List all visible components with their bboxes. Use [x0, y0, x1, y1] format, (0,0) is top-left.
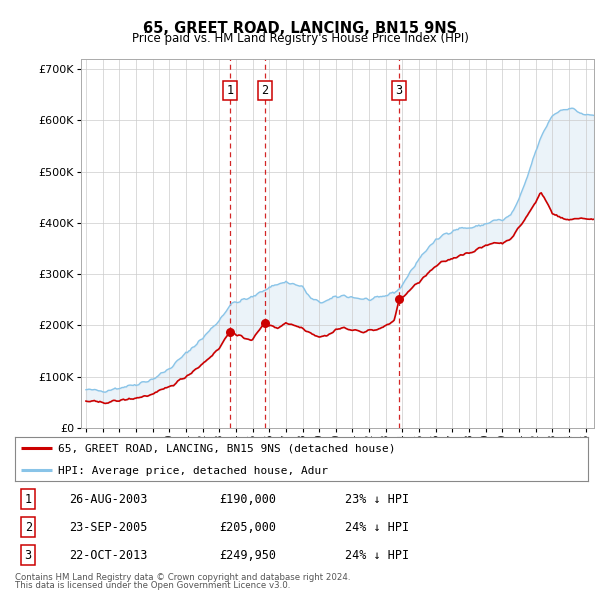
Text: 24% ↓ HPI: 24% ↓ HPI [345, 549, 409, 562]
Text: 22-OCT-2013: 22-OCT-2013 [69, 549, 148, 562]
Text: 23% ↓ HPI: 23% ↓ HPI [345, 493, 409, 506]
Text: 1: 1 [25, 493, 32, 506]
Text: 23-SEP-2005: 23-SEP-2005 [69, 520, 148, 534]
Text: Contains HM Land Registry data © Crown copyright and database right 2024.: Contains HM Land Registry data © Crown c… [15, 572, 350, 582]
Text: 2: 2 [261, 84, 268, 97]
Text: 26-AUG-2003: 26-AUG-2003 [69, 493, 148, 506]
Text: £249,950: £249,950 [219, 549, 276, 562]
Text: This data is licensed under the Open Government Licence v3.0.: This data is licensed under the Open Gov… [15, 581, 290, 590]
Text: Price paid vs. HM Land Registry's House Price Index (HPI): Price paid vs. HM Land Registry's House … [131, 32, 469, 45]
Text: £190,000: £190,000 [219, 493, 276, 506]
Text: 3: 3 [395, 84, 403, 97]
Text: 2: 2 [25, 520, 32, 534]
Text: HPI: Average price, detached house, Adur: HPI: Average price, detached house, Adur [58, 466, 328, 476]
Text: 1: 1 [227, 84, 233, 97]
Text: £205,000: £205,000 [219, 520, 276, 534]
Text: 24% ↓ HPI: 24% ↓ HPI [345, 520, 409, 534]
Text: 3: 3 [25, 549, 32, 562]
Text: 65, GREET ROAD, LANCING, BN15 9NS (detached house): 65, GREET ROAD, LANCING, BN15 9NS (detac… [58, 444, 395, 454]
Text: 65, GREET ROAD, LANCING, BN15 9NS: 65, GREET ROAD, LANCING, BN15 9NS [143, 21, 457, 35]
